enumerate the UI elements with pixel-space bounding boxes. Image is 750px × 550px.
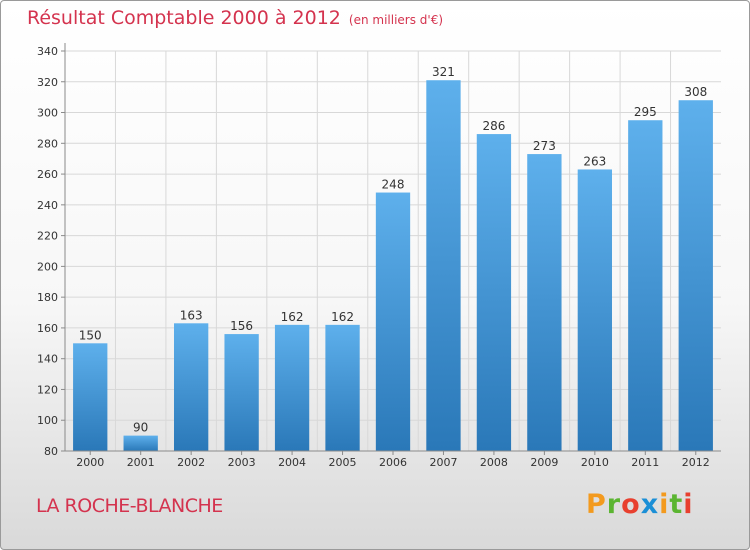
logo-letter: P (586, 489, 607, 520)
bar-2006[interactable] (375, 192, 411, 452)
bar-2007[interactable] (426, 80, 461, 451)
value-label-2010: 263 (583, 154, 606, 168)
bar-2009[interactable] (527, 154, 562, 452)
town-name: LA ROCHE-BLANCHE (36, 495, 223, 517)
bar-2011[interactable] (628, 120, 663, 451)
y-tick-label: 140 (37, 353, 58, 366)
y-tick-label: 340 (37, 45, 58, 58)
bar-2001[interactable] (123, 435, 158, 451)
value-label-2001: 90 (133, 421, 148, 435)
x-tick-label-2010: 2010 (581, 456, 609, 469)
value-label-2002: 163 (180, 308, 203, 322)
value-label-2005: 162 (331, 310, 354, 324)
logo-letter: i (659, 489, 670, 520)
y-tick-label: 180 (37, 291, 58, 304)
proxiti-logo[interactable]: Proxiti (586, 489, 694, 520)
value-label-2011: 295 (634, 105, 657, 119)
y-tick-label: 260 (37, 168, 58, 181)
bar-2008[interactable] (476, 134, 512, 452)
y-tick-label: 160 (37, 322, 58, 335)
logo-letter: r (606, 489, 622, 520)
bar-2004[interactable] (274, 324, 310, 451)
x-tick-label-2012: 2012 (682, 456, 710, 469)
chart-subtitle: (en milliers d'€) (348, 13, 444, 27)
bar-2002[interactable] (173, 323, 209, 451)
y-tick-label: 200 (37, 260, 58, 273)
labels: 80 100 120 140 160 180 200 220 240 260 280 300 320 34… (37, 45, 710, 469)
value-label-2006: 248 (382, 178, 405, 192)
x-tick-label-2004: 2004 (278, 456, 306, 469)
value-label-2007: 321 (432, 65, 455, 79)
bar-2012[interactable] (678, 100, 713, 451)
bar-2003[interactable] (224, 334, 259, 451)
value-label-2003: 156 (230, 319, 253, 333)
logo-letter: i (683, 489, 694, 520)
bar-2005[interactable] (325, 324, 360, 451)
value-label-2012: 308 (684, 85, 707, 99)
value-label-2009: 273 (533, 139, 556, 153)
bar-2010[interactable] (577, 169, 613, 451)
y-tick-label: 220 (37, 230, 58, 243)
x-tick-label-2006: 2006 (379, 456, 407, 469)
y-tick-label: 300 (37, 107, 58, 120)
bars (73, 80, 713, 452)
value-label-2008: 286 (482, 119, 505, 133)
x-tick-label-2005: 2005 (329, 456, 357, 469)
value-label-2000: 150 (79, 328, 102, 342)
title-block: Résultat Comptable 2000 à 2012 (en millie… (27, 7, 443, 29)
x-tick-label-2009: 2009 (530, 456, 558, 469)
x-tick-label-2000: 2000 (76, 456, 104, 469)
x-tick-label-2003: 2003 (228, 456, 256, 469)
y-tick-label: 280 (37, 137, 58, 150)
bar-2000[interactable] (73, 343, 108, 451)
chart-title: Résultat Comptable 2000 à 2012 (27, 7, 341, 29)
y-tick-label: 320 (37, 76, 58, 89)
x-tick-label-2007: 2007 (429, 456, 457, 469)
y-tick-label: 80 (44, 445, 58, 458)
x-tick-label-2011: 2011 (631, 456, 659, 469)
logo-letter: o (621, 489, 641, 520)
value-label-2004: 162 (281, 310, 304, 324)
y-tick-label: 120 (37, 383, 58, 396)
x-tick-label-2008: 2008 (480, 456, 508, 469)
y-tick-label: 240 (37, 199, 58, 212)
x-tick-label-2001: 2001 (127, 456, 155, 469)
y-tick-label: 100 (37, 414, 58, 427)
logo-letter: x (640, 489, 660, 520)
x-tick-label-2002: 2002 (177, 456, 205, 469)
axes (61, 43, 721, 455)
logo-letter: t (669, 489, 684, 520)
